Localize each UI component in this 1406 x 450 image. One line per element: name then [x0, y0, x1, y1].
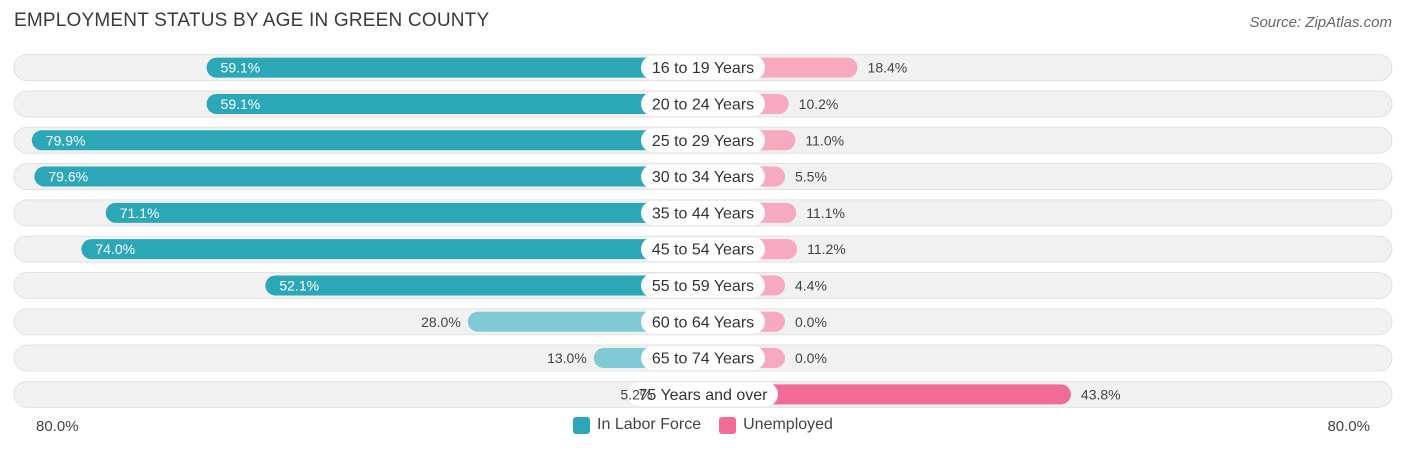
bar-labor-force: [265, 275, 703, 296]
category-label: 20 to 24 Years: [652, 96, 754, 113]
axis-right-label: 80.0%: [1327, 418, 1370, 435]
legend-swatch-labor-force: [573, 416, 591, 434]
legend-item-unemployed[interactable]: Unemployed: [719, 416, 833, 434]
category-label: 65 to 74 Years: [652, 351, 754, 368]
value-label-unemployed: 11.1%: [806, 205, 845, 221]
bar-unemployed: [703, 384, 1071, 405]
category-pill: [641, 91, 765, 116]
value-label-labor-force: 79.9%: [46, 132, 86, 148]
category-label: 45 to 54 Years: [652, 242, 754, 259]
category-pill: [641, 55, 765, 80]
value-label-labor-force: 59.1%: [221, 96, 261, 112]
value-label-labor-force: 13.0%: [547, 350, 587, 366]
legend-swatch-unemployed: [719, 416, 737, 434]
value-label-labor-force: 71.1%: [120, 205, 160, 221]
category-label: 16 to 19 Years: [652, 60, 754, 77]
bar-labor-force: [206, 93, 703, 114]
bar-labor-force: [31, 130, 703, 151]
category-label: 30 to 34 Years: [652, 169, 754, 186]
legend-item-labor-force[interactable]: In Labor Force: [573, 416, 701, 434]
legend: In Labor Force Unemployed: [0, 416, 1406, 434]
value-label-labor-force: 52.1%: [279, 277, 319, 293]
value-label-unemployed: 43.8%: [1081, 386, 1121, 402]
category-label: 35 to 44 Years: [652, 205, 754, 222]
bar-labor-force: [81, 239, 703, 260]
value-label-unemployed: 11.2%: [807, 241, 846, 257]
bar-labor-force: [34, 166, 704, 187]
bar-labor-force: [206, 57, 703, 78]
value-label-unemployed: 11.0%: [805, 132, 844, 148]
category-pill: [641, 346, 765, 371]
category-pill: [628, 382, 778, 407]
chart-title: EMPLOYMENT STATUS BY AGE IN GREEN COUNTY: [14, 10, 490, 31]
value-label-labor-force: 5.2%: [620, 386, 652, 402]
category-pill: [641, 164, 765, 189]
value-label-labor-force: 79.6%: [48, 169, 88, 185]
value-label-unemployed: 4.4%: [795, 277, 827, 293]
diverging-bar-chart: 16 to 19 Years 59.1% 18.4% 20 to 24 Years 59…: [13, 54, 1393, 408]
value-label-unemployed: 5.5%: [795, 169, 827, 185]
value-label-labor-force: 59.1%: [221, 60, 261, 76]
value-label-labor-force: 28.0%: [421, 314, 461, 330]
category-label: 75 Years and over: [639, 387, 769, 404]
value-label-unemployed: 18.4%: [868, 60, 908, 76]
chart-source: Source: ZipAtlas.com: [1249, 14, 1392, 31]
legend-label-labor-force: In Labor Force: [597, 416, 702, 433]
value-label-labor-force: 74.0%: [95, 241, 135, 257]
category-pill: [641, 128, 765, 153]
value-label-unemployed: 10.2%: [799, 96, 839, 112]
category-label: 25 to 29 Years: [652, 133, 754, 150]
category-pill: [641, 237, 765, 262]
category-label: 60 to 64 Years: [652, 314, 754, 331]
category-pill: [641, 273, 765, 298]
category-label: 55 to 59 Years: [652, 278, 754, 295]
axis-left-label: 80.0%: [36, 418, 79, 435]
bar-labor-force: [105, 202, 703, 223]
value-label-unemployed: 0.0%: [795, 314, 827, 330]
legend-label-unemployed: Unemployed: [743, 416, 833, 433]
category-pill: [641, 200, 765, 225]
category-pill: [641, 309, 765, 334]
value-label-unemployed: 0.0%: [795, 350, 827, 366]
